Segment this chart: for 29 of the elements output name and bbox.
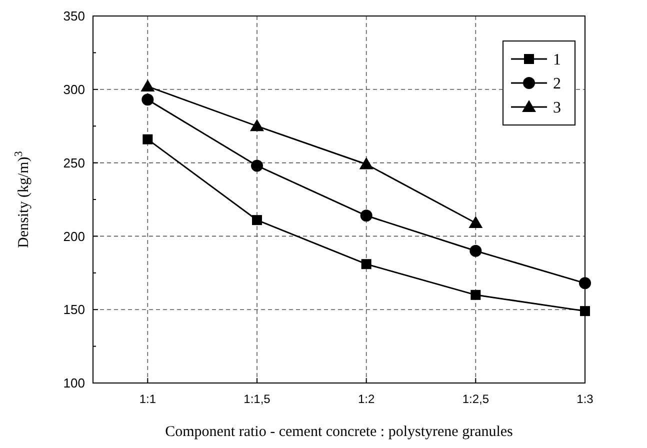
x-axis-title: Component ratio - cement concrete : polystyrene granules — [165, 424, 514, 440]
point — [470, 290, 481, 300]
point — [252, 215, 262, 226]
point — [250, 119, 264, 132]
point — [142, 94, 154, 106]
x-tick-label: 1:3 — [576, 392, 594, 406]
y-tick-label: 350 — [63, 8, 85, 24]
y-tick-label: 250 — [63, 155, 85, 170]
point — [470, 244, 482, 257]
x-tick-label: 1:1 — [139, 392, 156, 406]
y-tick-label: 300 — [63, 82, 85, 97]
point — [251, 160, 263, 172]
x-tick-label: 1:2 — [358, 392, 375, 406]
legend-label: 2 — [553, 76, 561, 93]
x-tick-label: 1:1,5 — [244, 392, 271, 406]
y-tick-label: 100 — [63, 376, 85, 391]
point — [142, 134, 153, 144]
point — [580, 306, 590, 316]
y-tick-label: 150 — [63, 302, 85, 318]
legend-label: 1 — [553, 52, 561, 69]
x-tick-label: 1:2,5 — [462, 392, 490, 406]
point — [140, 79, 155, 92]
point — [468, 216, 483, 228]
point — [579, 277, 591, 290]
point — [361, 259, 372, 270]
legend-label: 3 — [553, 100, 561, 117]
y-tick-label: 200 — [63, 228, 85, 244]
point — [359, 157, 374, 170]
point — [360, 210, 372, 222]
